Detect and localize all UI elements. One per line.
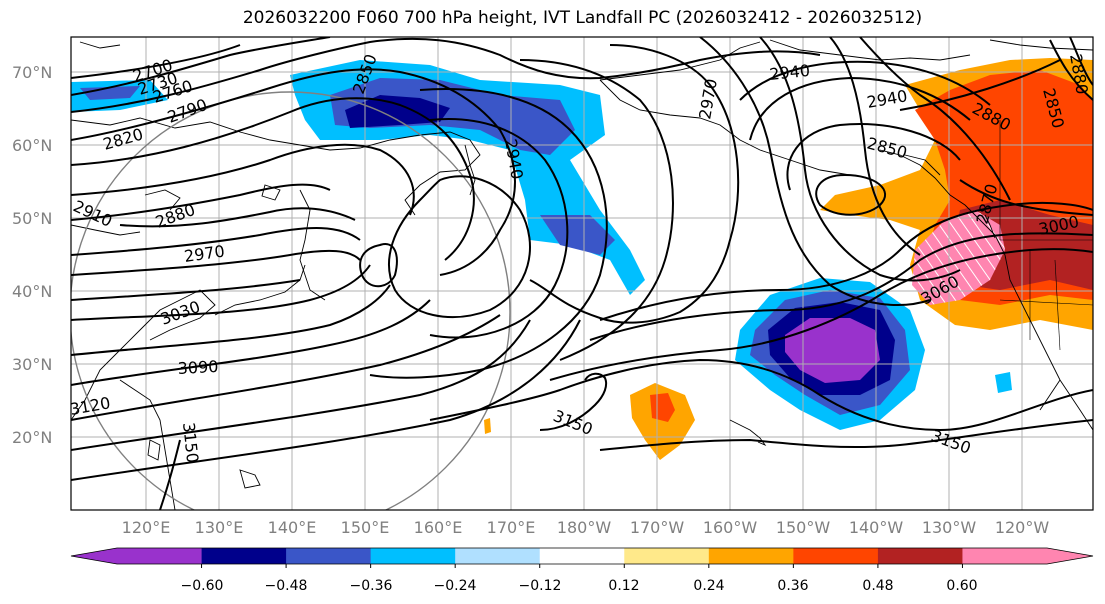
colorbar-segment bbox=[71, 548, 202, 564]
contour-label: 3090 bbox=[177, 357, 219, 378]
lon-label: 120°E bbox=[122, 518, 171, 537]
longitude-labels: 120°E 130°E 140°E 150°E 160°E 170°E 180°… bbox=[122, 518, 1050, 537]
colorbar-segment bbox=[708, 548, 794, 564]
colorbar-outline bbox=[70, 547, 1094, 565]
contour-label: 3150 bbox=[179, 421, 202, 463]
colorbar-segment bbox=[370, 548, 456, 564]
landfall-radius-circle bbox=[71, 91, 511, 510]
colorbar-segment bbox=[286, 548, 372, 564]
height-contours bbox=[71, 37, 1093, 510]
lon-label: 160°E bbox=[414, 518, 463, 537]
lat-label: 20°N bbox=[12, 428, 52, 447]
lon-label: 150°E bbox=[341, 518, 390, 537]
lat-label: 30°N bbox=[12, 355, 52, 374]
colorbar-segment bbox=[877, 548, 963, 564]
lon-label: 180°W bbox=[557, 518, 612, 537]
colorbar-tick-label: 0.48 bbox=[862, 578, 893, 594]
lon-label: 160°W bbox=[703, 518, 758, 537]
latitude-labels: 70°N 60°N 50°N 40°N 30°N 20°N bbox=[12, 63, 52, 447]
lat-label: 40°N bbox=[12, 282, 52, 301]
colorbar-tick-label: −0.36 bbox=[350, 578, 393, 594]
colorbar-tick-label: −0.48 bbox=[265, 578, 308, 594]
lon-label: 170°W bbox=[630, 518, 685, 537]
map-title: 2026032200 F060 700 hPa height, IVT Land… bbox=[242, 8, 923, 28]
colorbar-tick-labels: −0.60 −0.48 −0.36 −0.24 −0.12 0.12 0.24 … bbox=[181, 578, 978, 594]
lon-label: 140°W bbox=[849, 518, 904, 537]
colorbar-segment bbox=[962, 548, 1093, 564]
colorbar bbox=[70, 547, 1094, 568]
lon-label: 120°W bbox=[995, 518, 1050, 537]
colorbar-tick-label: 0.24 bbox=[693, 578, 724, 594]
contour-label: 2940 bbox=[768, 61, 810, 84]
colorbar-tick-label: −0.12 bbox=[519, 578, 562, 594]
colorbar-tick-label: −0.24 bbox=[434, 578, 477, 594]
colorbar-segment bbox=[793, 548, 879, 564]
map-frame bbox=[70, 36, 1094, 511]
map-area: 2700 2730 2760 2790 2820 2850 2880 2910 … bbox=[71, 37, 1093, 510]
colorbar-segment bbox=[455, 548, 541, 564]
lat-label: 50°N bbox=[12, 209, 52, 228]
colorbar-segment bbox=[624, 548, 710, 564]
lat-label: 60°N bbox=[12, 136, 52, 155]
lon-label: 130°W bbox=[922, 518, 977, 537]
colorbar-segment bbox=[201, 548, 287, 564]
lat-label: 70°N bbox=[12, 63, 52, 82]
colorbar-tick-label: −0.60 bbox=[181, 578, 224, 594]
colorbar-tick-label: 0.12 bbox=[608, 578, 639, 594]
colorbar-tick-label: 0.60 bbox=[946, 578, 977, 594]
coastlines bbox=[71, 39, 1093, 510]
colorbar-segment bbox=[539, 548, 625, 564]
lon-label: 130°E bbox=[195, 518, 244, 537]
lon-label: 170°E bbox=[487, 518, 536, 537]
contour-labels: 2700 2730 2760 2790 2820 2850 2880 2910 … bbox=[71, 52, 1092, 464]
colorbar-tick-label: 0.36 bbox=[777, 578, 808, 594]
lon-label: 150°W bbox=[776, 518, 831, 537]
lon-label: 140°E bbox=[268, 518, 317, 537]
